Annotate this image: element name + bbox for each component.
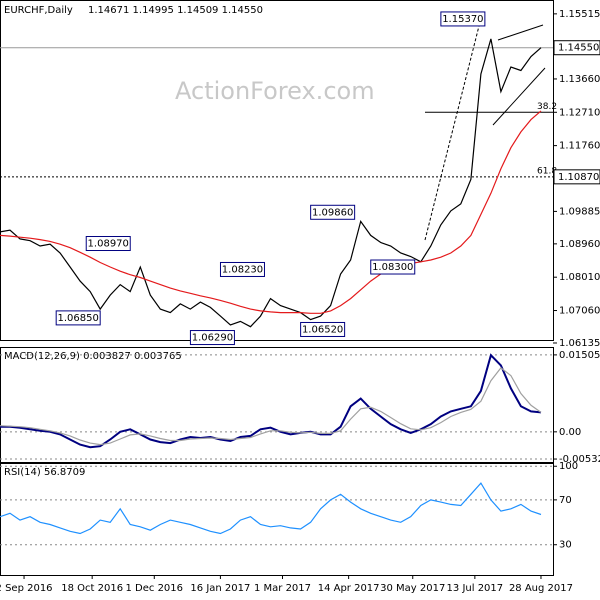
x-tick-label: 2 Sep 2016	[0, 583, 53, 594]
y-tick-label: 1.11760	[559, 141, 600, 152]
annotation-label: 1.08230	[222, 264, 263, 275]
y-tick-label: 1.06135	[559, 338, 600, 349]
series-line	[0, 110, 542, 314]
panel-title: MACD(12,26,9) 0.003827 0.003765	[4, 351, 182, 362]
x-tick-label: 1 Mar 2017	[254, 583, 311, 594]
x-tick-label: 18 Oct 2016	[61, 583, 123, 594]
annotation-box	[300, 321, 346, 337]
fib-label: 61.8	[537, 166, 557, 176]
y-tick-label: 1.12710	[559, 107, 600, 118]
annotation-label: 1.15370	[442, 14, 483, 25]
channel-line	[497, 24, 544, 41]
annotation-label: 1.06290	[192, 333, 233, 344]
series-line	[0, 353, 542, 449]
y-tick-label: 0.015052	[559, 350, 600, 361]
macd-panel	[0, 347, 554, 463]
fib-label: 38.2	[537, 102, 557, 112]
x-tick-label: 28 Aug 2017	[509, 583, 573, 594]
y-tick-label: 0.00	[559, 427, 581, 438]
annotation-label: 1.06850	[58, 313, 99, 324]
y-tick-label: 1.08960	[559, 239, 600, 250]
trend-line	[424, 21, 481, 241]
rsi-panel	[0, 463, 554, 576]
price-marker	[553, 169, 600, 185]
x-tick-label: 1 Dec 2016	[126, 583, 184, 594]
price-marker	[553, 40, 600, 56]
chart-subtitle: 1.14671 1.14995 1.14509 1.14550	[88, 5, 263, 16]
annotation-box	[219, 261, 265, 277]
annotation-box	[310, 204, 356, 220]
annotation-box	[85, 236, 131, 252]
series-line	[0, 367, 542, 446]
annotation-label: 1.08970	[88, 239, 129, 250]
annotation-box	[440, 11, 486, 27]
price-marker-label: 1.14550	[558, 43, 599, 54]
annotation-box	[55, 310, 101, 326]
annotation-box	[370, 259, 416, 275]
annotation-label: 1.06520	[302, 324, 343, 335]
y-tick-label: 1.07060	[559, 306, 600, 317]
price-marker-label: 1.10870	[558, 172, 599, 183]
y-tick-label: 30	[559, 540, 572, 551]
x-tick-label: 13 Jul 2017	[447, 583, 504, 594]
series-line	[0, 482, 542, 535]
y-tick-label: 100	[559, 461, 578, 472]
annotation-label: 1.08300	[372, 262, 413, 273]
y-tick-label: -0.005321	[559, 454, 600, 465]
x-tick-label: 30 May 2017	[380, 583, 445, 594]
y-tick-label: 70	[559, 495, 572, 506]
watermark: ActionForex.com	[175, 77, 375, 105]
y-tick-label: 1.15515	[559, 9, 600, 20]
y-tick-label: 1.13660	[559, 74, 600, 85]
annotation-box	[189, 330, 235, 346]
x-tick-label: 14 Apr 2017	[318, 583, 380, 594]
x-tick-label: 16 Jan 2017	[190, 583, 250, 594]
chart-title: EURCHF,Daily	[4, 5, 73, 16]
channel-line	[492, 67, 546, 126]
series-line	[0, 38, 542, 328]
y-tick-label: 1.08010	[559, 272, 600, 283]
panel-title: RSI(14) 56.8709	[4, 467, 85, 478]
annotation-label: 1.09860	[312, 207, 353, 218]
y-tick-label: 1.09885	[559, 206, 600, 217]
